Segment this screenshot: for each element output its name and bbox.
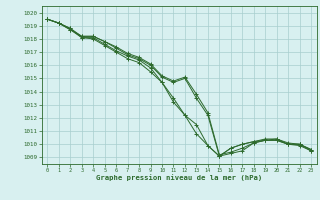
X-axis label: Graphe pression niveau de la mer (hPa): Graphe pression niveau de la mer (hPa) bbox=[96, 175, 262, 181]
